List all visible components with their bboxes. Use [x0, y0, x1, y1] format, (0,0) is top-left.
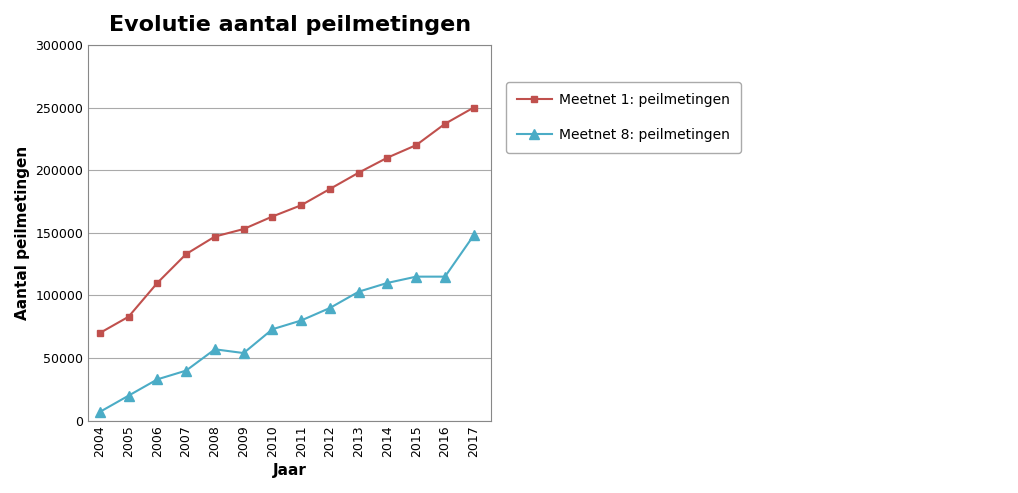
- Meetnet 8: peilmetingen: (2.01e+03, 5.4e+04): peilmetingen: (2.01e+03, 5.4e+04): [237, 350, 249, 356]
- Meetnet 1: peilmetingen: (2.02e+03, 2.37e+05): peilmetingen: (2.02e+03, 2.37e+05): [439, 121, 451, 127]
- Meetnet 1: peilmetingen: (2.01e+03, 1.63e+05): peilmetingen: (2.01e+03, 1.63e+05): [267, 213, 279, 219]
- Meetnet 1: peilmetingen: (2.01e+03, 1.98e+05): peilmetingen: (2.01e+03, 1.98e+05): [352, 170, 364, 176]
- Meetnet 8: peilmetingen: (2.01e+03, 1.1e+05): peilmetingen: (2.01e+03, 1.1e+05): [382, 280, 394, 286]
- Meetnet 8: peilmetingen: (2e+03, 2e+04): peilmetingen: (2e+03, 2e+04): [122, 393, 134, 399]
- Meetnet 1: peilmetingen: (2.01e+03, 1.47e+05): peilmetingen: (2.01e+03, 1.47e+05): [209, 234, 221, 240]
- Legend: Meetnet 1: peilmetingen, Meetnet 8: peilmetingen: Meetnet 1: peilmetingen, Meetnet 8: peil…: [506, 82, 741, 153]
- Y-axis label: Aantal peilmetingen: Aantal peilmetingen: [15, 145, 30, 320]
- Meetnet 1: peilmetingen: (2.02e+03, 2.5e+05): peilmetingen: (2.02e+03, 2.5e+05): [467, 105, 479, 110]
- Meetnet 8: peilmetingen: (2.02e+03, 1.48e+05): peilmetingen: (2.02e+03, 1.48e+05): [467, 232, 479, 238]
- Meetnet 8: peilmetingen: (2.01e+03, 7.3e+04): peilmetingen: (2.01e+03, 7.3e+04): [267, 326, 279, 332]
- Meetnet 1: peilmetingen: (2.01e+03, 1.1e+05): peilmetingen: (2.01e+03, 1.1e+05): [152, 280, 164, 286]
- Meetnet 1: peilmetingen: (2.01e+03, 1.53e+05): peilmetingen: (2.01e+03, 1.53e+05): [237, 226, 249, 232]
- Meetnet 1: peilmetingen: (2.01e+03, 1.72e+05): peilmetingen: (2.01e+03, 1.72e+05): [295, 202, 307, 208]
- Line: Meetnet 8: peilmetingen: Meetnet 8: peilmetingen: [95, 230, 478, 417]
- Meetnet 8: peilmetingen: (2.01e+03, 1.03e+05): peilmetingen: (2.01e+03, 1.03e+05): [352, 289, 364, 295]
- Meetnet 8: peilmetingen: (2.01e+03, 9e+04): peilmetingen: (2.01e+03, 9e+04): [324, 305, 336, 311]
- Title: Evolutie aantal peilmetingen: Evolutie aantal peilmetingen: [109, 15, 470, 35]
- Meetnet 8: peilmetingen: (2.02e+03, 1.15e+05): peilmetingen: (2.02e+03, 1.15e+05): [439, 274, 451, 280]
- X-axis label: Jaar: Jaar: [273, 463, 306, 478]
- Meetnet 8: peilmetingen: (2.01e+03, 5.7e+04): peilmetingen: (2.01e+03, 5.7e+04): [209, 347, 221, 352]
- Meetnet 1: peilmetingen: (2e+03, 8.3e+04): peilmetingen: (2e+03, 8.3e+04): [122, 314, 134, 319]
- Meetnet 1: peilmetingen: (2.01e+03, 2.1e+05): peilmetingen: (2.01e+03, 2.1e+05): [382, 155, 394, 161]
- Meetnet 8: peilmetingen: (2.02e+03, 1.15e+05): peilmetingen: (2.02e+03, 1.15e+05): [410, 274, 422, 280]
- Meetnet 8: peilmetingen: (2.01e+03, 8e+04): peilmetingen: (2.01e+03, 8e+04): [295, 317, 307, 323]
- Meetnet 8: peilmetingen: (2.01e+03, 3.3e+04): peilmetingen: (2.01e+03, 3.3e+04): [152, 377, 164, 383]
- Meetnet 1: peilmetingen: (2.02e+03, 2.2e+05): peilmetingen: (2.02e+03, 2.2e+05): [410, 142, 422, 148]
- Meetnet 8: peilmetingen: (2e+03, 7e+03): peilmetingen: (2e+03, 7e+03): [94, 409, 106, 415]
- Meetnet 8: peilmetingen: (2.01e+03, 4e+04): peilmetingen: (2.01e+03, 4e+04): [180, 368, 192, 374]
- Line: Meetnet 1: peilmetingen: Meetnet 1: peilmetingen: [97, 104, 477, 337]
- Meetnet 1: peilmetingen: (2e+03, 7e+04): peilmetingen: (2e+03, 7e+04): [94, 330, 106, 336]
- Meetnet 1: peilmetingen: (2.01e+03, 1.33e+05): peilmetingen: (2.01e+03, 1.33e+05): [180, 251, 192, 257]
- Meetnet 1: peilmetingen: (2.01e+03, 1.85e+05): peilmetingen: (2.01e+03, 1.85e+05): [324, 186, 336, 192]
